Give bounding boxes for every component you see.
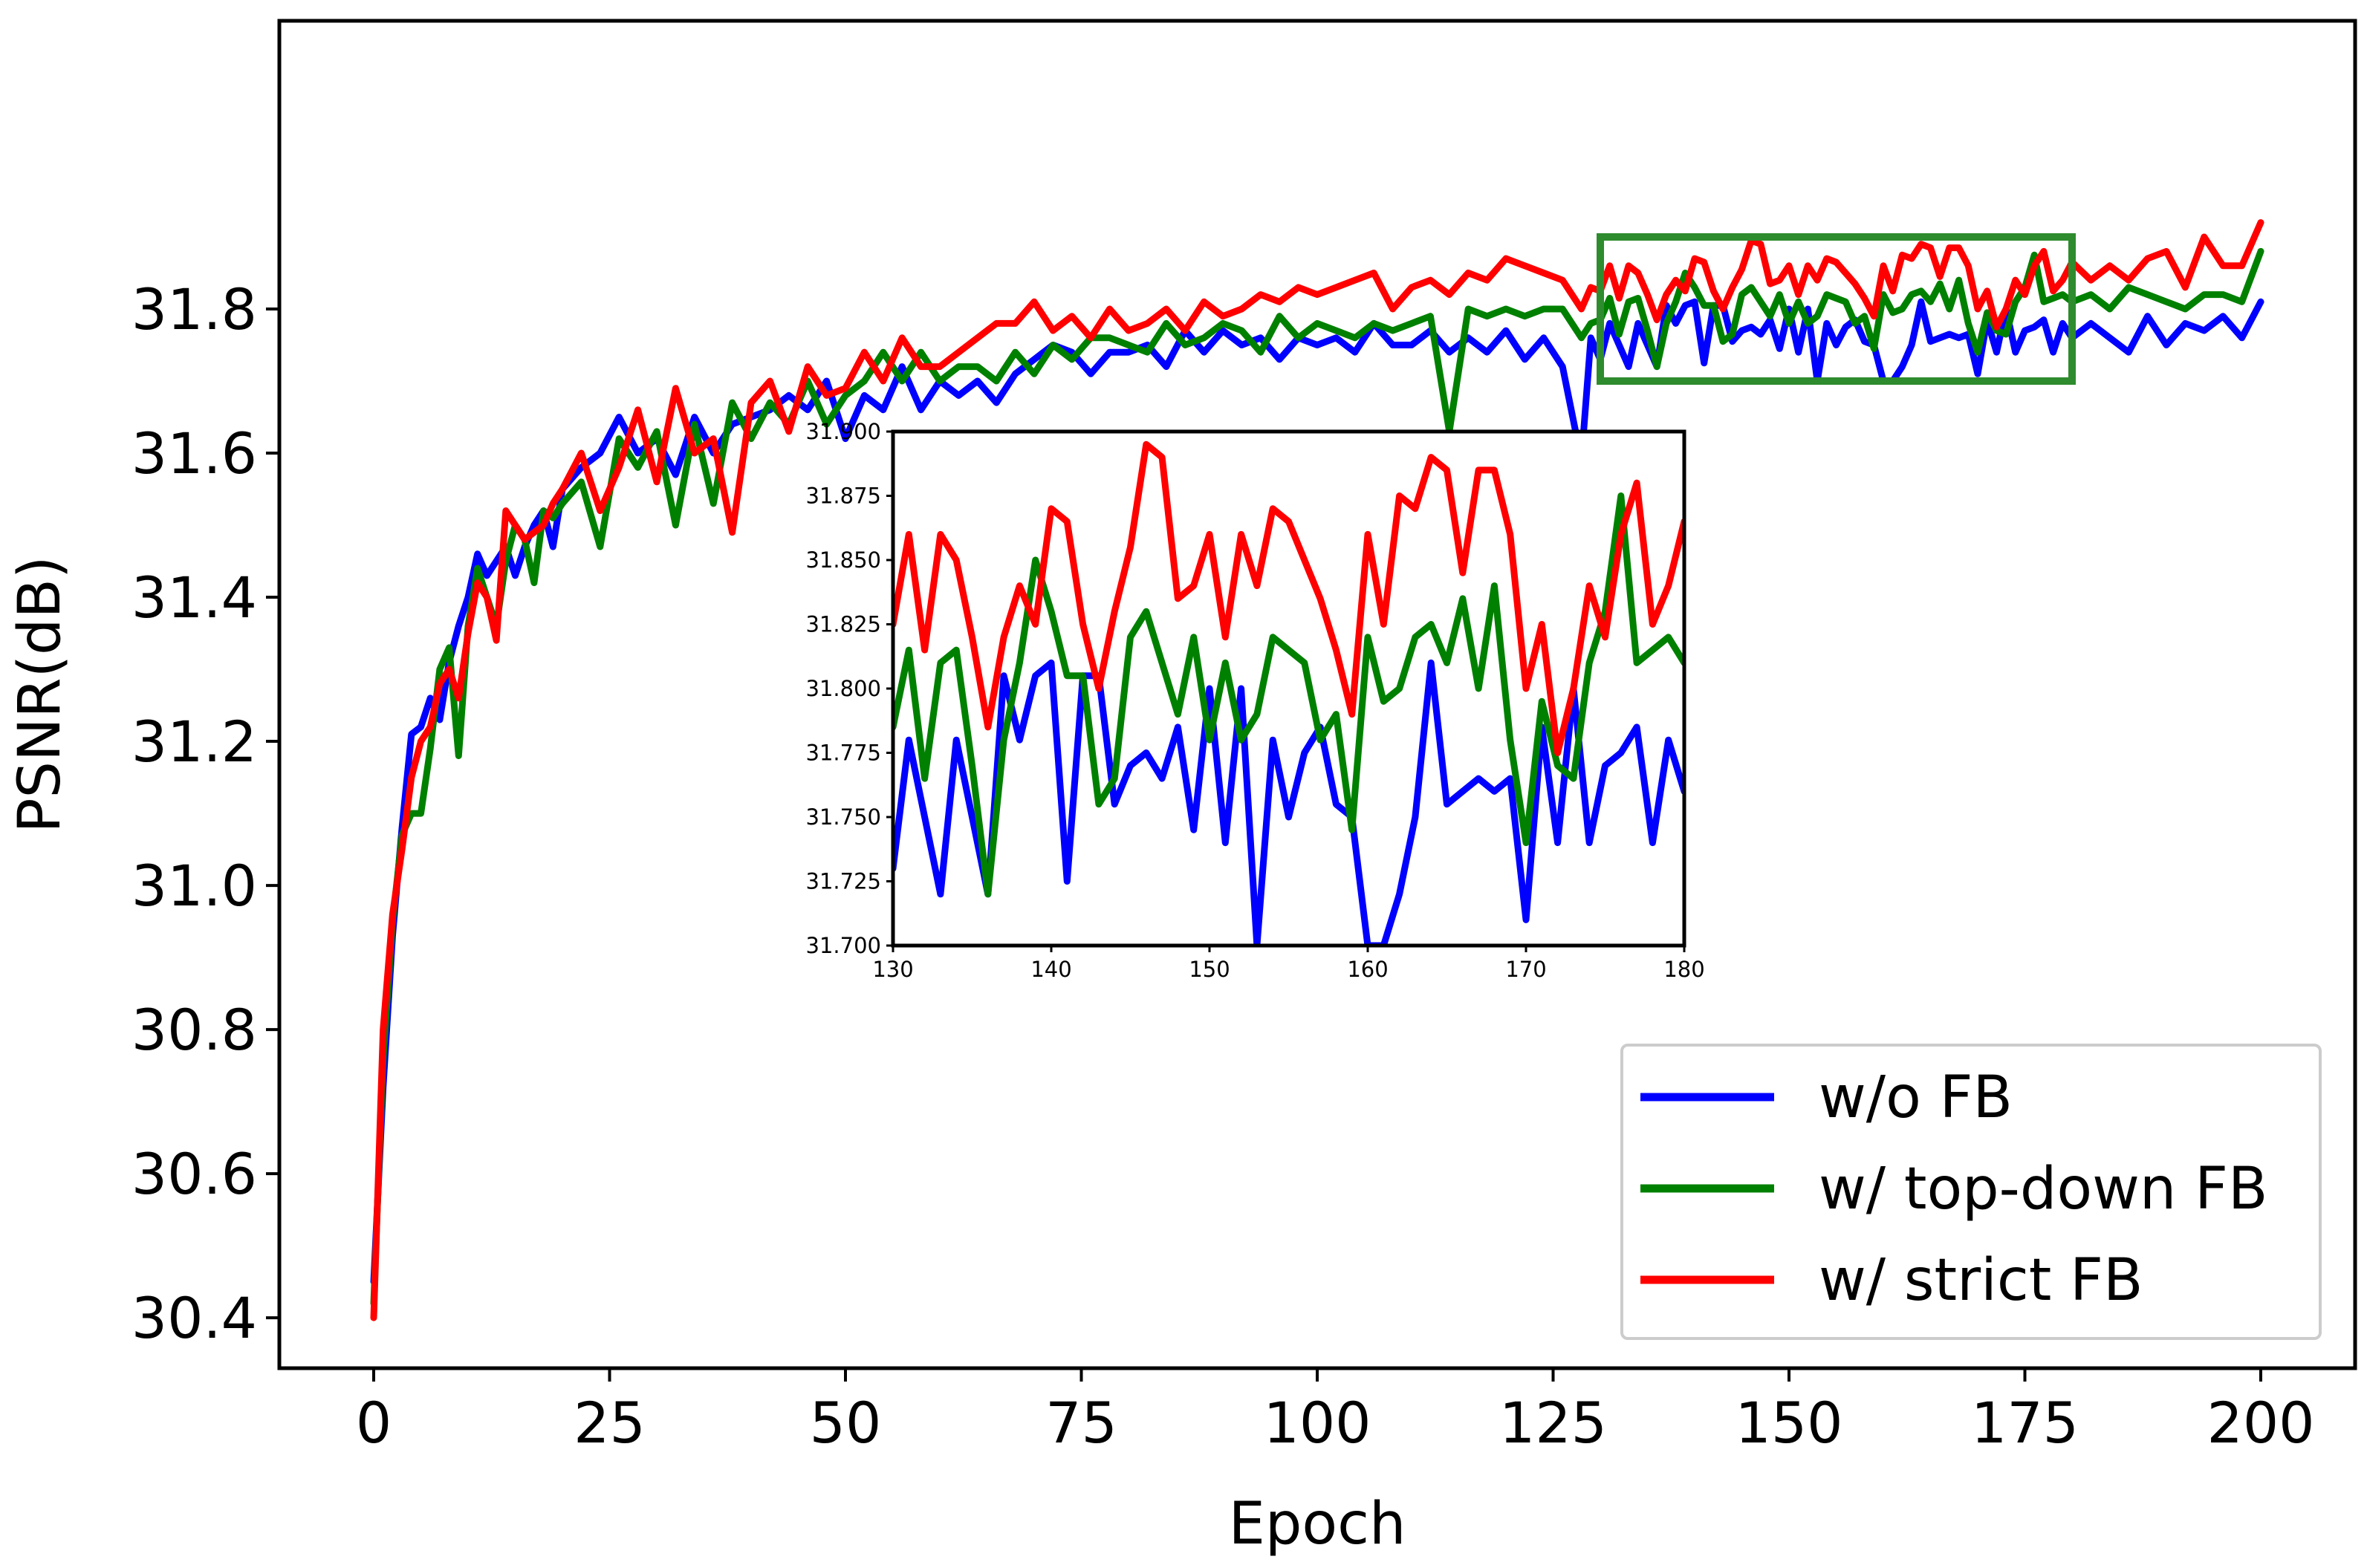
x-tick-label: 125	[1499, 1390, 1607, 1456]
y-tick-label: 31.4	[132, 565, 257, 631]
y-tick-label: 31.0	[132, 853, 257, 919]
inset-x-tick-label: 130	[872, 957, 913, 982]
inset-y-tick-label: 31.875	[806, 484, 881, 509]
main-y-axis: 30.4 30.6 30.8 31.0 31.2 31.4 31.6 31.8	[132, 276, 279, 1351]
inset-series-line-w-top-down-fb	[893, 492, 1684, 898]
inset-y-tick-label: 31.775	[806, 741, 881, 766]
y-tick-label: 31.2	[132, 709, 257, 775]
inset-series-line-w-strict-fb	[893, 440, 1684, 756]
y-tick-label: 30.8	[132, 997, 257, 1063]
inset-x-axis: 130 140 150 160 170 180	[872, 946, 1705, 982]
x-tick-label: 25	[574, 1390, 646, 1456]
inset-x-tick-label: 160	[1347, 957, 1388, 982]
inset-x-tick-label: 140	[1030, 957, 1071, 982]
inset-x-tick-label: 150	[1189, 957, 1230, 982]
y-tick-label: 31.8	[132, 276, 257, 342]
x-tick-label: 75	[1045, 1390, 1117, 1456]
x-tick-label: 200	[2207, 1390, 2314, 1456]
legend-box	[1620, 1044, 2322, 1340]
x-tick-label: 175	[1971, 1390, 2079, 1456]
inset-y-tick-label: 31.850	[806, 547, 881, 573]
main-x-axis: 0 25 50 75 100 125 150 175 200	[356, 1368, 2315, 1456]
inset-y-tick-label: 31.725	[806, 869, 881, 894]
inset-y-tick-label: 31.900	[806, 419, 881, 444]
inset-y-axis: 31.700 31.725 31.750 31.775 31.800 31.825 31.8…	[806, 419, 893, 958]
x-tick-label: 0	[356, 1390, 392, 1456]
inset-x-tick-label: 170	[1505, 957, 1546, 982]
x-axis-label: Epoch	[1229, 1491, 1406, 1558]
inset-x-tick-label: 180	[1663, 957, 1704, 982]
y-tick-label: 30.4	[132, 1285, 257, 1351]
inset-y-tick-label: 31.700	[806, 933, 881, 958]
inset-plot-lines	[893, 440, 1684, 946]
y-axis-label: PSNR(dB)	[7, 556, 74, 833]
legend-label-top-down-fb: w/ top-down FB	[1819, 1156, 2267, 1223]
x-tick-label: 100	[1263, 1390, 1371, 1456]
legend-label-strict-fb: w/ strict FB	[1819, 1247, 2143, 1314]
main-plot-lines	[370, 219, 2264, 1321]
legend-label-wo-fb: w/o FB	[1819, 1064, 2013, 1131]
series-line-w-strict-fb	[370, 219, 2264, 1321]
x-tick-label: 50	[810, 1390, 882, 1456]
inset-y-tick-label: 31.825	[806, 612, 881, 637]
zoom-highlight-box	[1597, 233, 2076, 386]
y-tick-label: 31.6	[132, 420, 257, 487]
inset-y-tick-label: 31.750	[806, 804, 881, 830]
inset-y-tick-label: 31.800	[806, 676, 881, 701]
series-line-w-o-fb	[370, 298, 2264, 1286]
y-tick-label: 30.6	[132, 1141, 257, 1207]
x-tick-label: 150	[1735, 1390, 1842, 1456]
legend: w/o FB w/ top-down FB w/ strict FB	[1620, 1044, 2322, 1340]
